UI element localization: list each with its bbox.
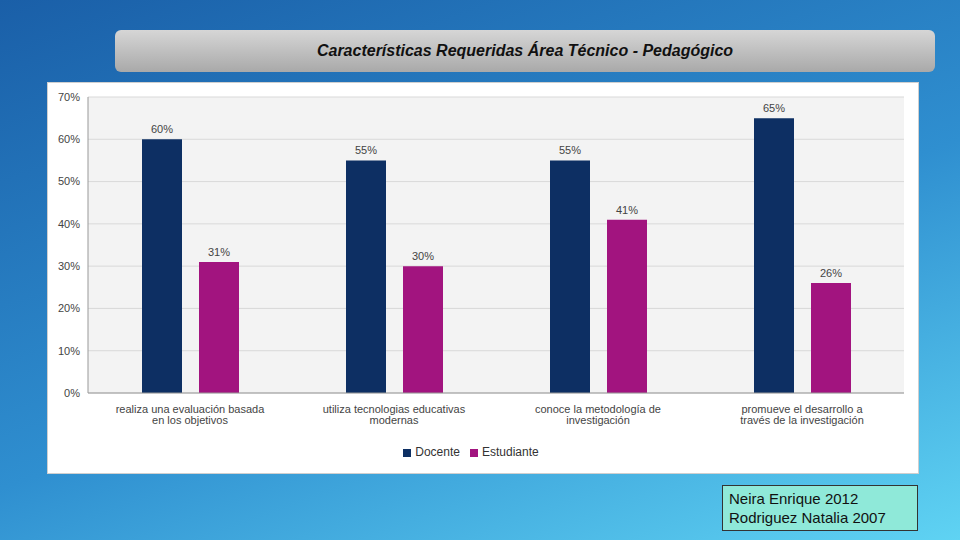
html-text:Docente: Docente <box>415 445 460 459</box>
html-text:Neira Enrique 2012: Neira Enrique 2012 <box>729 490 859 507</box>
svg-text:realiza una evaluación basadae: realiza una evaluación basadaen los obje… <box>116 403 265 426</box>
svg-text:0%: 0% <box>64 387 80 399</box>
html-text:Estudiante: Estudiante <box>482 445 539 459</box>
svg-text:65%: 65% <box>763 102 785 114</box>
svg-text:promueve el desarrollo através: promueve el desarrollo através de la inv… <box>740 403 864 426</box>
svg-text:20%: 20% <box>58 302 80 314</box>
svg-text:41%: 41% <box>616 204 638 216</box>
svg-text:40%: 40% <box>58 218 80 230</box>
svg-text:30%: 30% <box>412 250 434 262</box>
svg-text:10%: 10% <box>58 345 80 357</box>
svg-text:50%: 50% <box>58 175 80 187</box>
svg-text:utiliza tecnologias educativas: utiliza tecnologias educativasmodernas <box>323 403 466 426</box>
svg-text:conoce la metodología deinvest: conoce la metodología deinvestigación <box>535 403 661 426</box>
html-text:Características Requeridas Áre: Características Requeridas Área Técnico … <box>316 42 734 59</box>
svg-text:60%: 60% <box>58 133 80 145</box>
svg-text:30%: 30% <box>58 260 80 272</box>
svg-text:70%: 70% <box>58 91 80 103</box>
svg-text:55%: 55% <box>355 144 377 156</box>
html-text:Rodriguez Natalia 2007: Rodriguez Natalia 2007 <box>729 509 886 526</box>
svg-text:60%: 60% <box>151 123 173 135</box>
svg-text:26%: 26% <box>820 267 842 279</box>
svg-text:31%: 31% <box>208 246 230 258</box>
svg-text:55%: 55% <box>559 144 581 156</box>
